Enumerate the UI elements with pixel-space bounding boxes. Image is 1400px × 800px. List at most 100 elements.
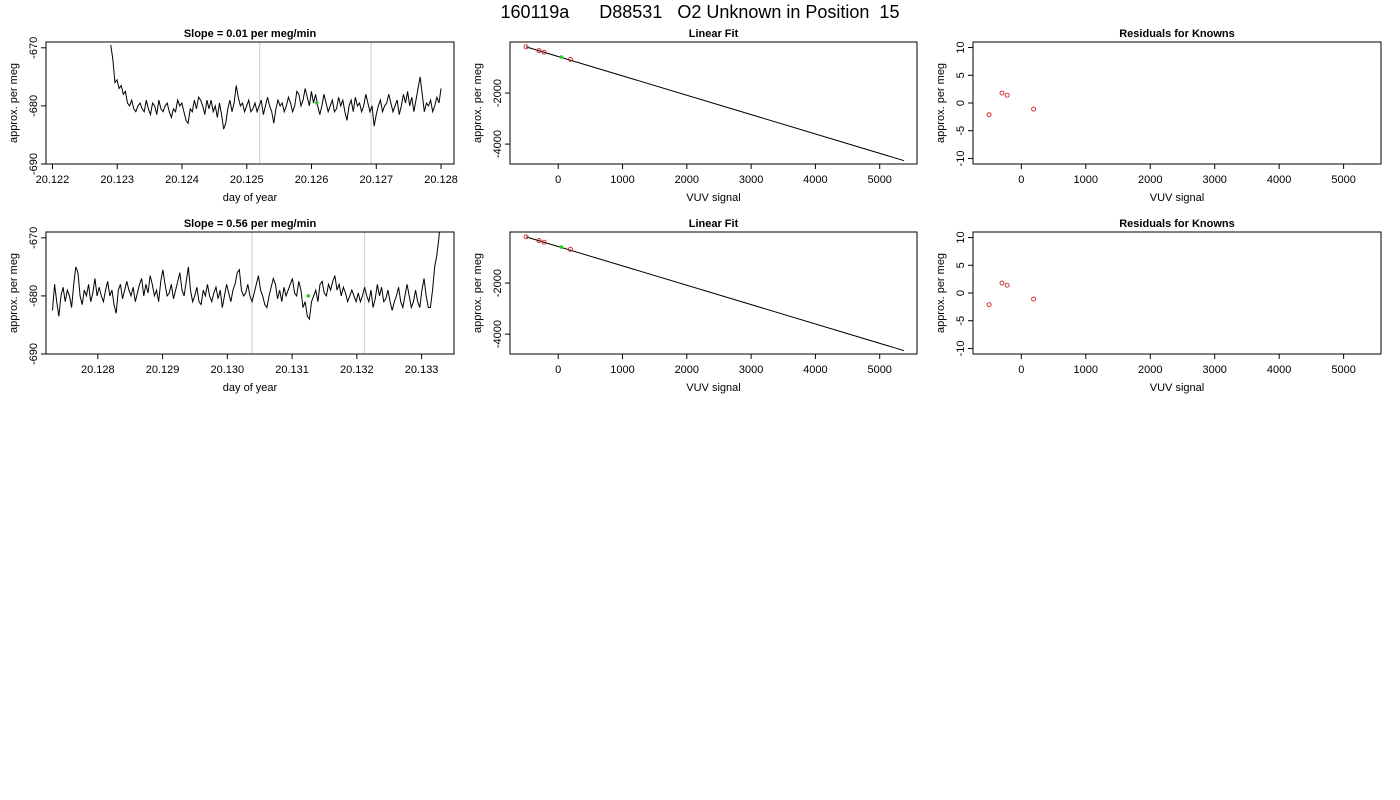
series-line — [51, 232, 440, 321]
page-title: 160119a D88531 O2 Unknown in Position 15 — [500, 2, 900, 22]
x-tick-label: 3000 — [739, 174, 763, 186]
known-point — [536, 238, 542, 244]
unknown-point — [306, 294, 311, 298]
series-line — [110, 44, 442, 130]
x-tick-label: 4000 — [803, 174, 827, 186]
known-point — [541, 239, 547, 245]
x-tick-label: 1000 — [610, 174, 634, 186]
plot-data — [110, 42, 442, 164]
x-tick-label: 5000 — [867, 174, 891, 186]
known-point — [1031, 106, 1037, 112]
plot-data — [523, 44, 905, 162]
plot-title: Residuals for Knowns — [1119, 28, 1235, 40]
fit-line — [525, 236, 905, 352]
plot-data — [986, 280, 1037, 308]
plot-panel-6: Residuals for Knowns VUV signal approx. pe… — [935, 218, 1382, 394]
plot-title: Slope = 0.56 per meg/min — [184, 218, 317, 230]
x-tick-label: 2000 — [675, 174, 699, 186]
x-tick-label: 4000 — [803, 364, 827, 376]
y-tick-label: 10 — [955, 231, 967, 243]
x-tick-label: 20.131 — [275, 364, 309, 376]
x-axis-label: VUV signal — [686, 382, 740, 394]
plot-frame — [972, 231, 1382, 355]
plot-frame — [45, 41, 455, 165]
fit-line — [525, 46, 905, 162]
known-point — [523, 44, 529, 50]
x-tick-label: 5000 — [1331, 174, 1355, 186]
x-tick-label: 3000 — [1202, 174, 1226, 186]
x-tick-label: 2000 — [1138, 364, 1162, 376]
y-tick-label: -4000 — [492, 320, 504, 348]
x-tick-label: 20.128 — [424, 174, 458, 186]
plot-title: Linear Fit — [689, 28, 739, 40]
plot-data — [523, 234, 905, 352]
x-tick-label: 20.123 — [100, 174, 134, 186]
y-tick-label: 0 — [955, 290, 967, 296]
x-tick-label: 5000 — [867, 364, 891, 376]
known-point — [567, 56, 573, 62]
plot-frame — [972, 41, 1382, 165]
x-tick-label: 0 — [1018, 364, 1024, 376]
y-tick-label: -5 — [955, 316, 967, 326]
plot-panel-2: Linear Fit VUV signal approx. per meg 0 1000… — [472, 28, 918, 204]
x-tick-label: 20.133 — [405, 364, 439, 376]
y-tick-label: -670 — [28, 37, 40, 59]
y-tick-label: 0 — [955, 100, 967, 106]
plot-panel-5: Linear Fit VUV signal approx. per meg 0 1000… — [472, 218, 918, 394]
x-tick-label: 4000 — [1267, 174, 1291, 186]
y-tick-label: -690 — [28, 343, 40, 365]
known-point — [986, 112, 992, 118]
y-axis-label: approx. per meg — [935, 253, 947, 333]
y-tick-label: -2000 — [492, 79, 504, 107]
y-tick-label: -10 — [955, 341, 967, 357]
x-tick-label: 20.128 — [81, 364, 115, 376]
x-tick-label: 3000 — [739, 364, 763, 376]
plot-panel-3: Residuals for Knowns VUV signal approx. pe… — [935, 28, 1382, 204]
known-point — [999, 280, 1005, 286]
x-tick-label: 0 — [555, 364, 561, 376]
y-axis-label: approx. per meg — [8, 63, 20, 143]
x-tick-label: 20.126 — [295, 174, 329, 186]
known-point — [567, 246, 573, 252]
unknown-point — [314, 101, 319, 105]
y-tick-label: 5 — [955, 262, 967, 268]
y-axis-label: approx. per meg — [935, 63, 947, 143]
y-tick-label: -680 — [28, 285, 40, 307]
known-point — [1004, 92, 1010, 98]
plot-title: Linear Fit — [689, 218, 739, 230]
y-tick-label: -4000 — [492, 130, 504, 158]
plot-title: Slope = 0.01 per meg/min — [184, 28, 317, 40]
unknown-point — [559, 245, 564, 249]
y-axis-label: approx. per meg — [8, 253, 20, 333]
x-axis-label: day of year — [223, 192, 278, 204]
x-axis-label: day of year — [223, 382, 278, 394]
x-tick-label: 1000 — [1074, 174, 1098, 186]
y-tick-label: 5 — [955, 72, 967, 78]
y-tick-label: -690 — [28, 153, 40, 175]
y-axis-label: approx. per meg — [472, 253, 484, 333]
x-tick-label: 20.122 — [36, 174, 70, 186]
y-axis-label: approx. per meg — [472, 63, 484, 143]
plot-title: Residuals for Knowns — [1119, 218, 1235, 230]
known-point — [1004, 282, 1010, 288]
x-tick-label: 20.124 — [165, 174, 199, 186]
plot-frame — [45, 231, 455, 355]
x-tick-label: 3000 — [1202, 364, 1226, 376]
plot-frame — [509, 41, 918, 165]
y-tick-label: -10 — [955, 151, 967, 167]
x-tick-label: 20.129 — [146, 364, 180, 376]
x-axis-label: VUV signal — [1150, 192, 1204, 204]
y-tick-label: -670 — [28, 227, 40, 249]
y-tick-label: -2000 — [492, 269, 504, 297]
x-tick-label: 20.127 — [359, 174, 393, 186]
plot-data — [51, 232, 440, 354]
x-tick-label: 2000 — [675, 364, 699, 376]
x-tick-label: 1000 — [1074, 364, 1098, 376]
known-point — [523, 234, 529, 240]
x-axis-label: VUV signal — [1150, 382, 1204, 394]
plot-frame — [509, 231, 918, 355]
x-tick-label: 2000 — [1138, 174, 1162, 186]
y-tick-label: 10 — [955, 41, 967, 53]
x-tick-label: 20.130 — [211, 364, 245, 376]
y-tick-label: -5 — [955, 126, 967, 136]
